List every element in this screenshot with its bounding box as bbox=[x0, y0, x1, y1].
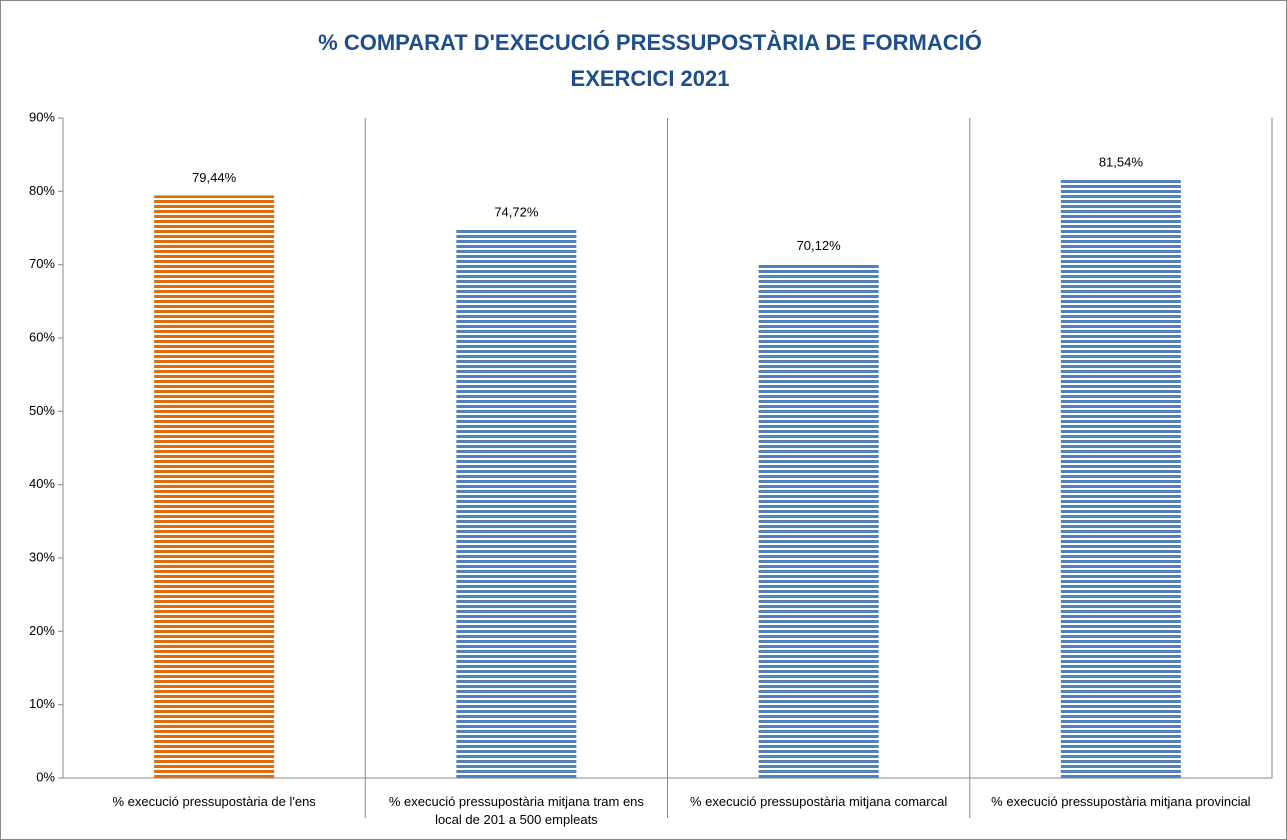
y-tick-label: 80% bbox=[29, 183, 55, 198]
y-tick-label: 20% bbox=[29, 623, 55, 638]
y-tick-label: 50% bbox=[29, 403, 55, 418]
x-tick-label: % execució pressupostària de l'ens bbox=[112, 794, 316, 809]
x-tick-label: % execució pressupostària mitjana tram e… bbox=[388, 794, 644, 827]
bar bbox=[758, 263, 879, 779]
x-tick-label: % execució pressupostària mitjana comarc… bbox=[690, 794, 948, 809]
y-tick-label: 90% bbox=[29, 109, 55, 124]
y-tick-label: 30% bbox=[29, 549, 55, 564]
y-tick-label: 0% bbox=[36, 769, 55, 784]
x-tick-label: % execució pressupostària mitjana provin… bbox=[991, 794, 1251, 809]
y-tick-label: 10% bbox=[29, 696, 55, 711]
value-label: 74,72% bbox=[494, 204, 539, 219]
value-label: 81,54% bbox=[1099, 154, 1144, 169]
bar bbox=[456, 230, 577, 778]
y-tick-label: 60% bbox=[29, 329, 55, 344]
bar bbox=[1060, 180, 1181, 779]
chart-subtitle: EXERCICI 2021 bbox=[571, 66, 730, 91]
y-tick-label: 70% bbox=[29, 256, 55, 271]
value-label: 79,44% bbox=[192, 170, 237, 185]
value-label: 70,12% bbox=[797, 238, 842, 253]
bar bbox=[154, 195, 275, 778]
y-tick-label: 40% bbox=[29, 476, 55, 491]
chart-title: % COMPARAT D'EXECUCIÓ PRESSUPOSTÀRIA DE … bbox=[318, 30, 982, 55]
